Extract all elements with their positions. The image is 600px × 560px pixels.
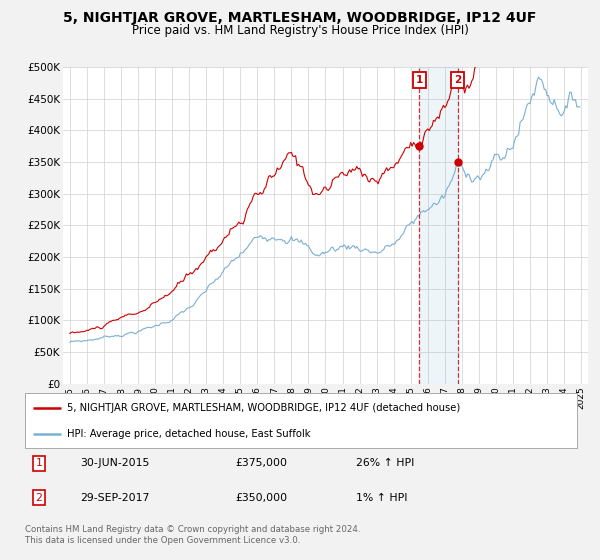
Text: 30-JUN-2015: 30-JUN-2015 [80,458,150,468]
Text: 2: 2 [35,492,43,502]
Text: 29-SEP-2017: 29-SEP-2017 [80,492,150,502]
Text: Contains HM Land Registry data © Crown copyright and database right 2024.
This d: Contains HM Land Registry data © Crown c… [25,525,361,545]
Text: 1: 1 [416,75,423,85]
Text: £375,000: £375,000 [235,458,287,468]
Text: 5, NIGHTJAR GROVE, MARTLESHAM, WOODBRIDGE, IP12 4UF: 5, NIGHTJAR GROVE, MARTLESHAM, WOODBRIDG… [64,11,536,25]
Text: 1% ↑ HPI: 1% ↑ HPI [356,492,408,502]
Text: 2: 2 [454,75,461,85]
Text: HPI: Average price, detached house, East Suffolk: HPI: Average price, detached house, East… [67,430,310,439]
Text: 5, NIGHTJAR GROVE, MARTLESHAM, WOODBRIDGE, IP12 4UF (detached house): 5, NIGHTJAR GROVE, MARTLESHAM, WOODBRIDG… [67,403,460,413]
Text: 1: 1 [35,458,43,468]
Text: 26% ↑ HPI: 26% ↑ HPI [356,458,415,468]
Text: £350,000: £350,000 [235,492,287,502]
Bar [419,67,458,384]
Text: Price paid vs. HM Land Registry's House Price Index (HPI): Price paid vs. HM Land Registry's House … [131,24,469,36]
